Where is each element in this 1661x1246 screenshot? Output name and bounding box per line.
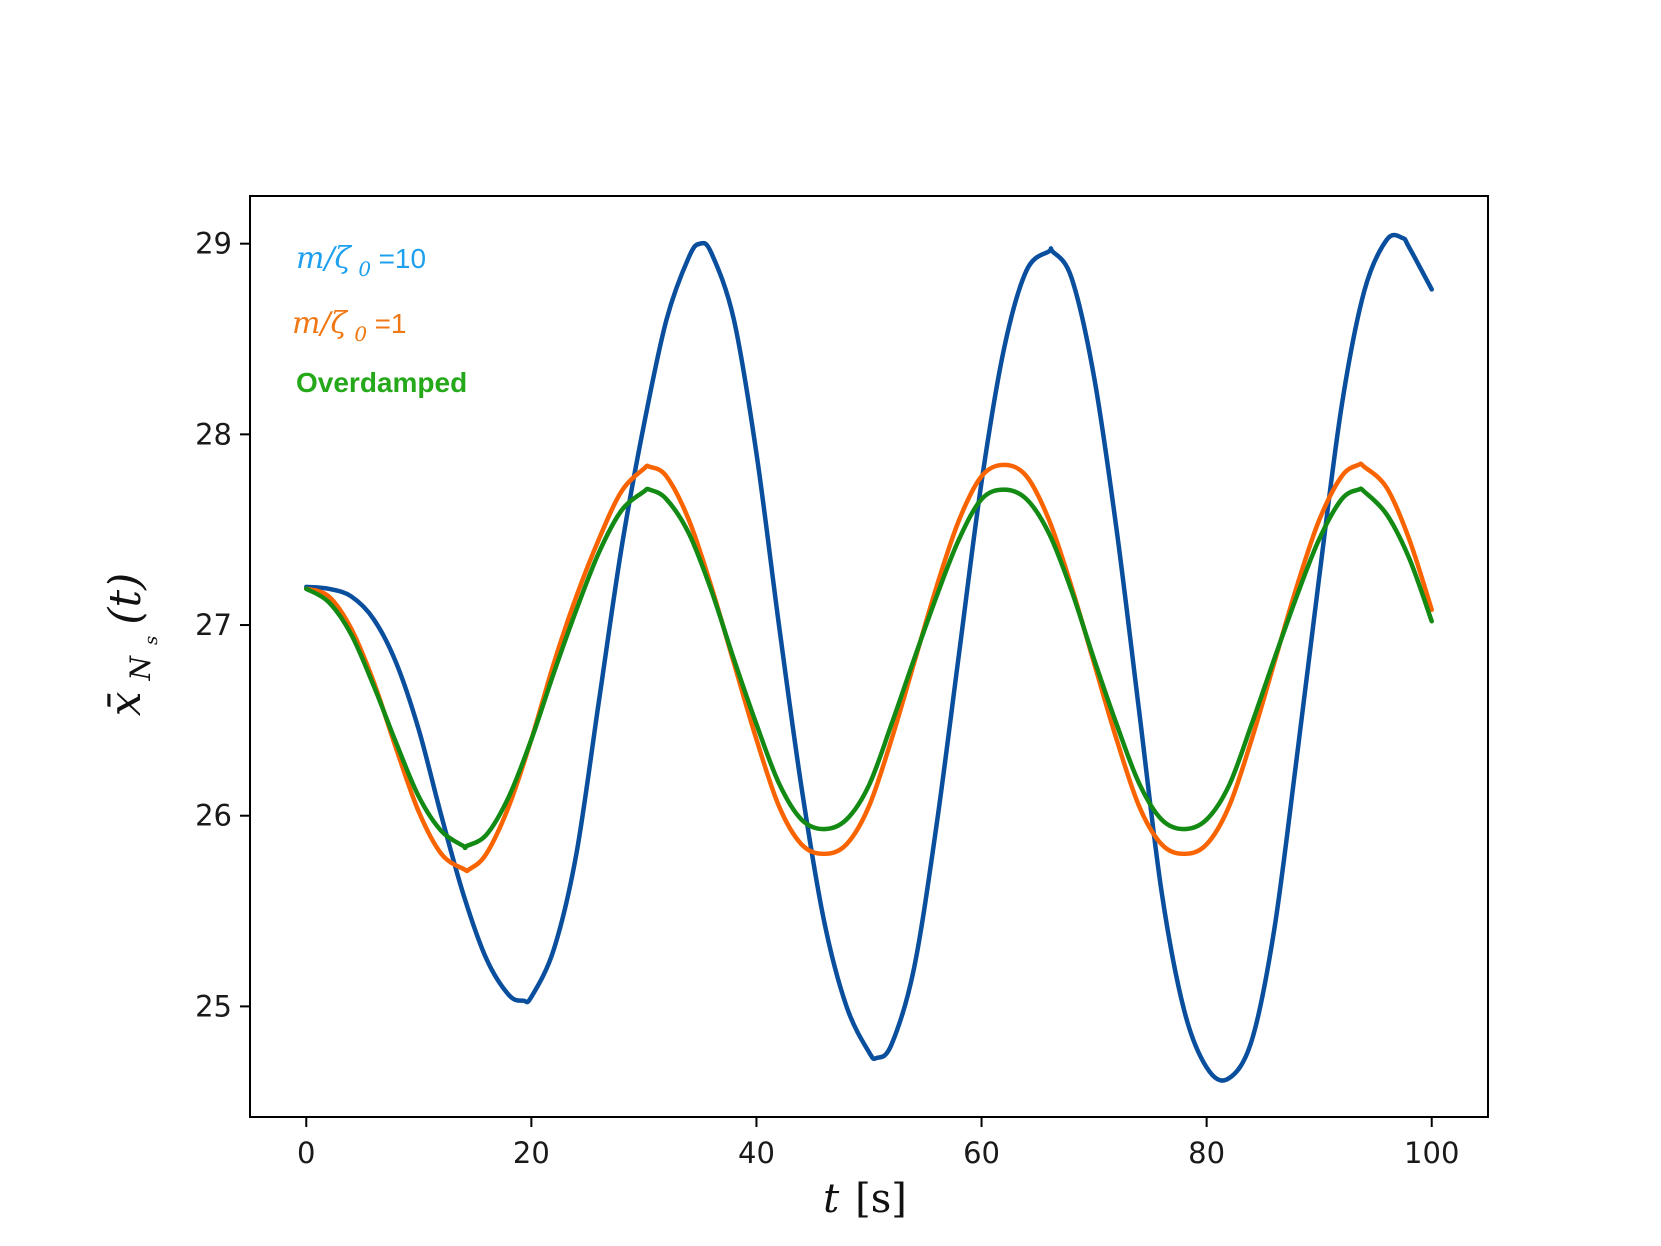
x-tick-label: 100 — [1404, 1136, 1459, 1170]
x-axis-label: t [s] — [823, 1176, 907, 1222]
x-tick-label: 60 — [963, 1136, 1000, 1170]
x-tick-label: 20 — [513, 1136, 550, 1170]
legend-entry-series-2-rest: =1 — [375, 308, 407, 339]
y-axis-label-sub: N — [124, 654, 157, 681]
x-tick-label: 40 — [738, 1136, 775, 1170]
legend-entry-series-1-rest: =10 — [379, 243, 427, 274]
series-line-3 — [304, 486, 1434, 851]
series-line-1 — [304, 232, 1434, 1083]
x-tick-label: 0 — [297, 1136, 315, 1170]
y-tick-label: 28 — [195, 417, 232, 451]
x-axis-ticks: 0 20 40 60 80 100 — [297, 1117, 1459, 1170]
y-axis-ticks: 25 26 27 28 29 — [195, 227, 250, 1023]
y-tick-label: 27 — [195, 608, 232, 642]
x-axis-label-unit: [s] — [855, 1176, 907, 1222]
legend-entry-series-2-sub: 0 — [354, 322, 367, 346]
plot-frame — [249, 195, 1489, 1118]
y-axis-label-base: x̄ — [100, 691, 151, 716]
legend-entry-series-1-math: m/ζ — [296, 241, 353, 276]
legend-entry-series-2: m/ζ 0 =1 — [292, 306, 407, 348]
legend-entry-series-1: m/ζ 0 =10 — [296, 241, 426, 283]
y-tick-label: 26 — [195, 799, 232, 833]
y-tick-label: 25 — [195, 989, 232, 1023]
y-tick-label: 29 — [195, 227, 232, 261]
series-line-2 — [304, 461, 1434, 874]
y-axis-label: x̄ N s (t) — [100, 573, 167, 717]
y-axis-label-subsub: s — [141, 636, 162, 645]
series-layer — [304, 232, 1434, 1083]
svg-text:x̄ N s (t): x̄ N s (t) — [100, 573, 167, 717]
legend-entry-series-3: Overdamped — [296, 367, 467, 398]
legend-entry-series-1-sub: 0 — [358, 257, 371, 281]
y-axis-label-arg: (t) — [100, 573, 151, 625]
x-axis-label-var: t — [823, 1176, 840, 1222]
legend: m/ζ 0 =10 m/ζ 0 =1 Overdamped — [292, 241, 467, 398]
legend-entry-series-2-math: m/ζ — [292, 306, 349, 341]
x-tick-label: 80 — [1188, 1136, 1225, 1170]
